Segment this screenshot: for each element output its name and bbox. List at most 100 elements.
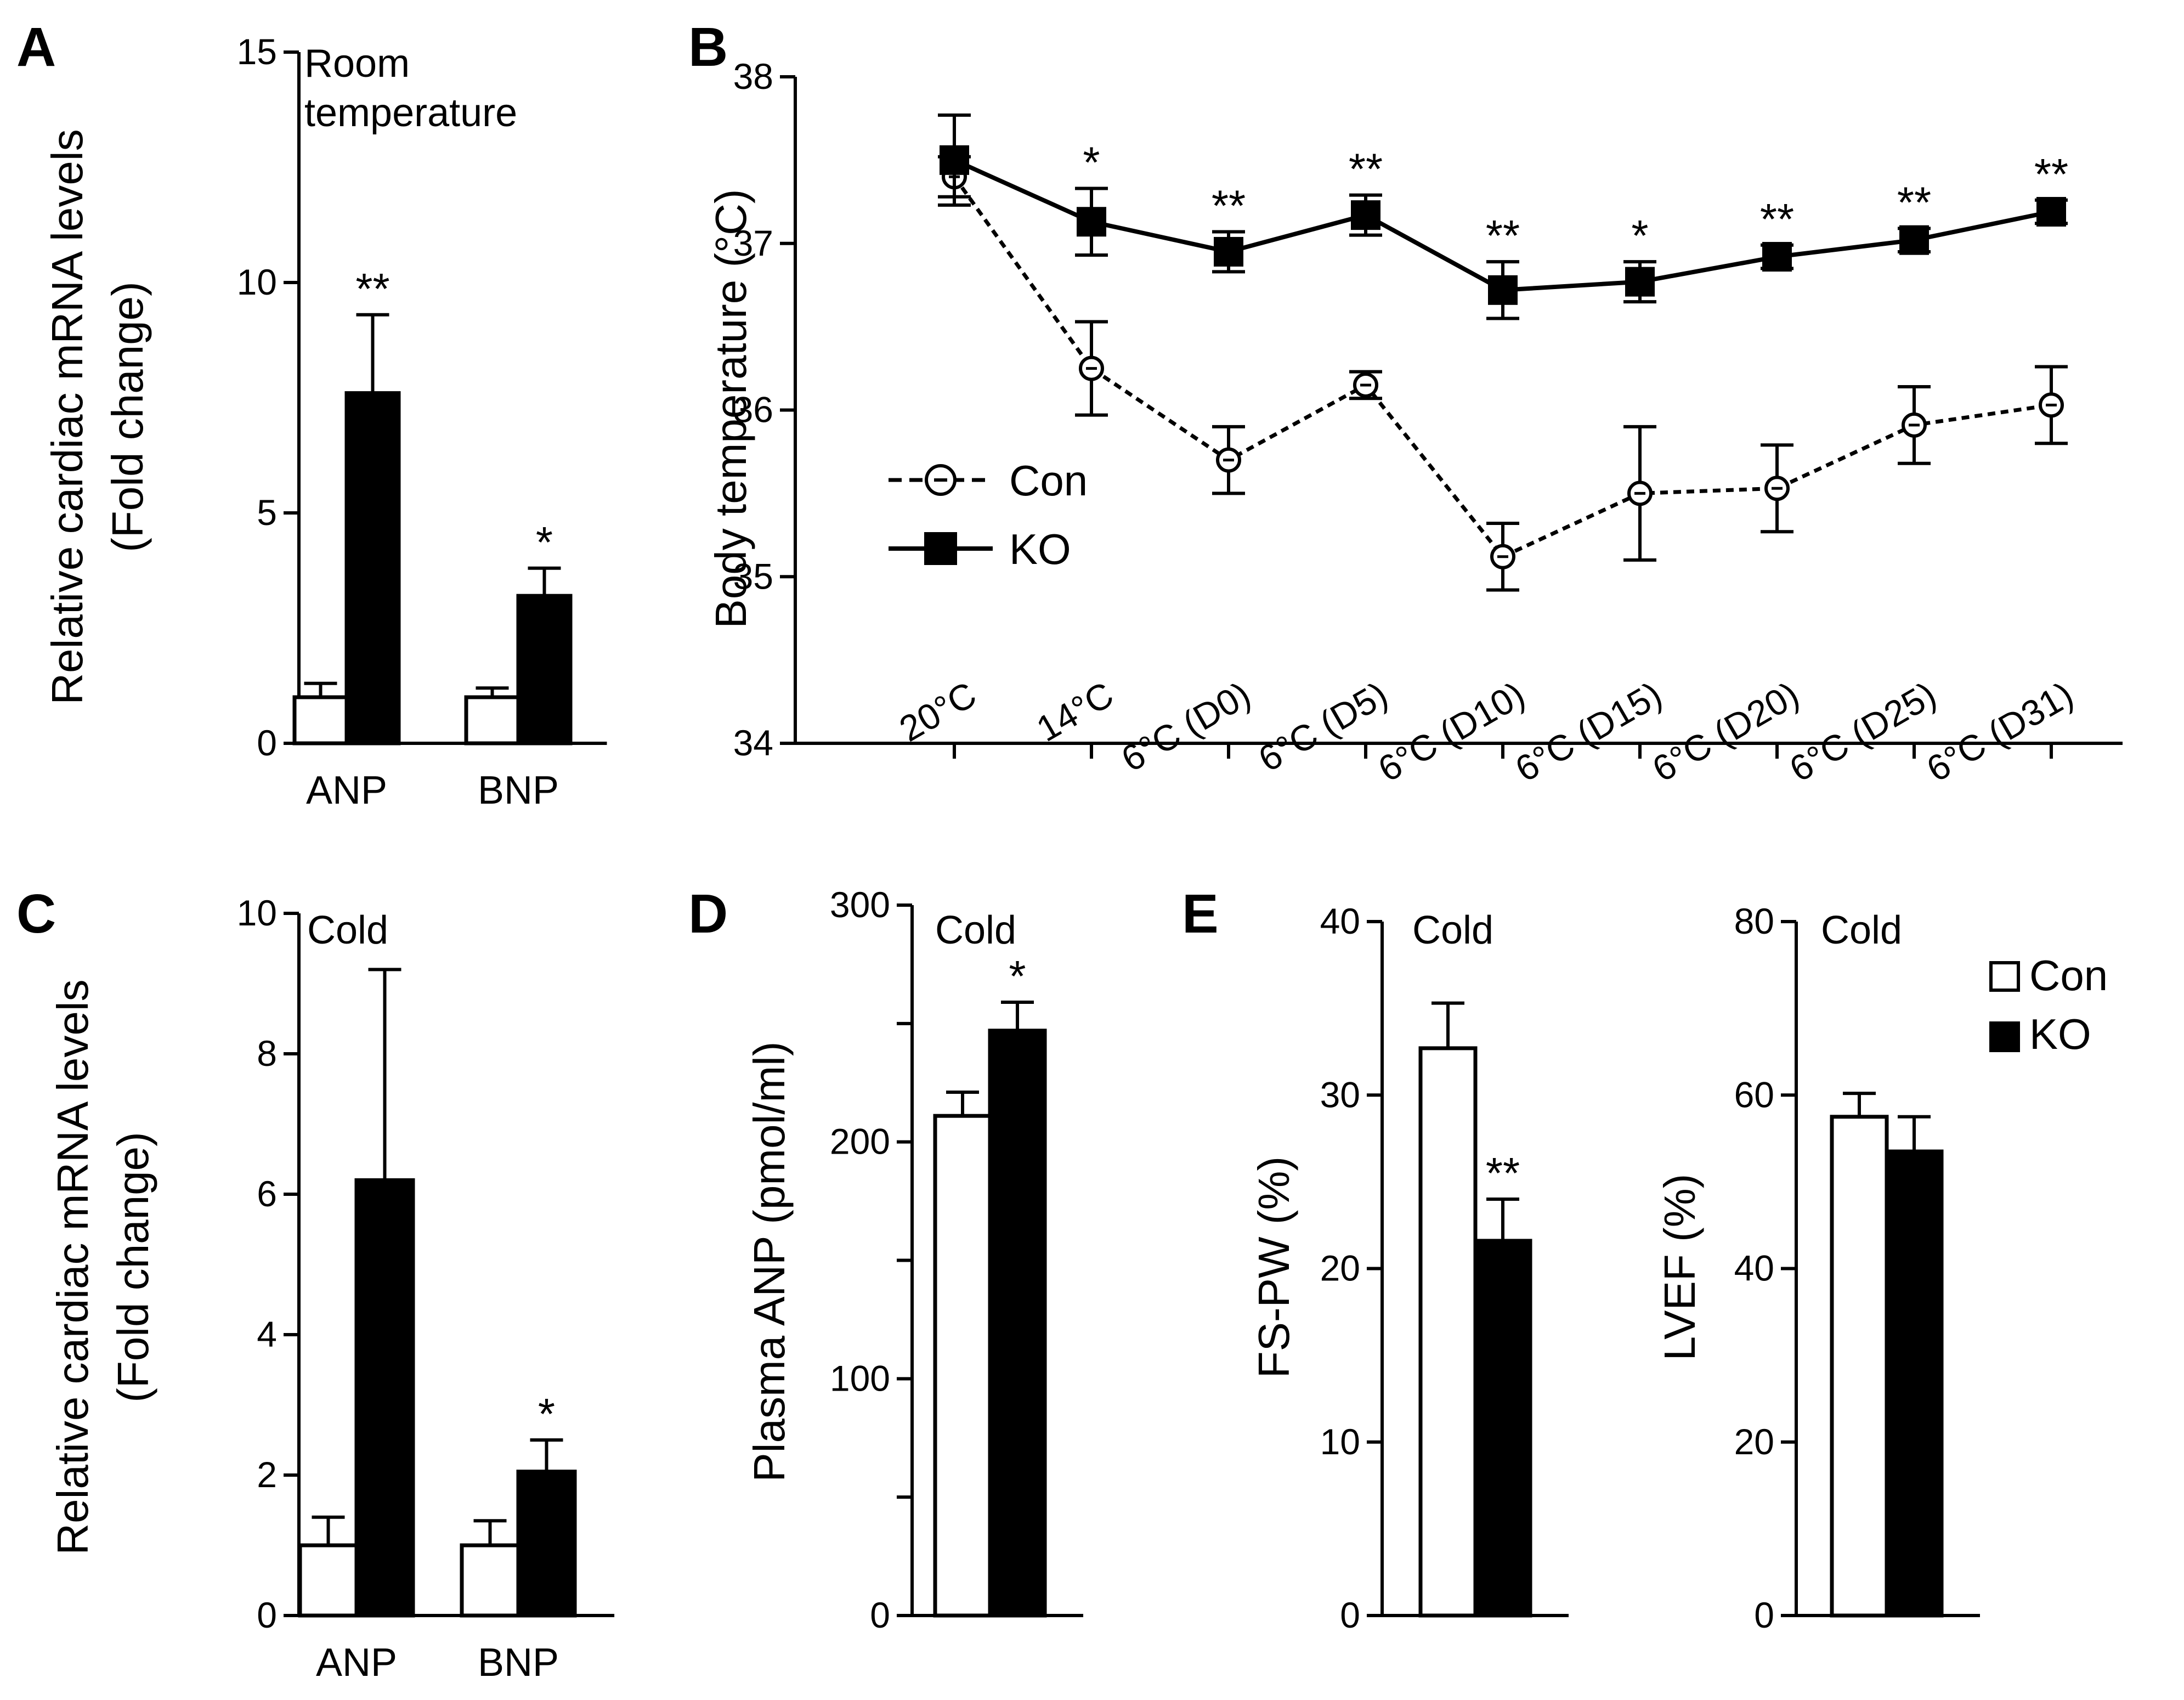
x-tick-label: 6°C (D10): [1371, 674, 1531, 789]
y-tick-label: 4: [257, 1314, 277, 1354]
significance-marker: **: [1486, 1149, 1520, 1198]
data-point-ko: [1214, 236, 1243, 267]
bar-con-anp: [298, 1543, 359, 1618]
series-line-con: [953, 176, 2052, 560]
panel-letter: C: [16, 883, 56, 945]
y-tick-label: 10: [237, 262, 277, 302]
y-axis-title: (Fold change): [103, 281, 152, 552]
y-tick-label: 20: [1320, 1248, 1360, 1289]
x-category-label: ANP: [306, 769, 387, 812]
bar-ko-bnp: [516, 1470, 577, 1618]
y-axis-title: Plasma ANP (pmol/ml): [745, 1041, 794, 1482]
significance-marker: **: [1760, 195, 1794, 244]
y-axis-title: Body temperature (°C): [706, 189, 755, 628]
significance-marker: *: [536, 518, 553, 567]
panel-letter: A: [16, 16, 56, 78]
data-point-ko: [1077, 207, 1106, 237]
x-category-label: BNP: [478, 769, 559, 812]
significance-marker: *: [538, 1390, 555, 1438]
y-axis-title: FS-PW (%): [1249, 1156, 1298, 1378]
x-tick-label: 6°C (D25): [1783, 674, 1943, 789]
bar-ko-bnp: [516, 594, 573, 745]
x-tick-label: 20°C: [892, 674, 983, 749]
x-category-label: ANP: [316, 1641, 397, 1685]
significance-marker: **: [355, 264, 389, 313]
x-tick-label: 6°C (D15): [1508, 674, 1668, 789]
data-point-ko: [2036, 197, 2066, 227]
data-point-ko: [1625, 267, 1655, 297]
data-point-ko: [1351, 200, 1380, 230]
y-tick-label: 40: [1320, 901, 1360, 941]
legend-label-con: Con: [2029, 951, 2108, 999]
bar-con-value: [933, 1114, 992, 1618]
y-tick-label: 10: [1320, 1421, 1360, 1462]
inset-label: Room: [304, 42, 410, 86]
y-axis-title: Relative cardiac mRNA levels: [48, 979, 97, 1555]
y-tick-label: 36: [733, 389, 773, 430]
bar-ko-value: [1473, 1239, 1532, 1618]
inset-label: Cold: [935, 908, 1016, 952]
data-point-ko: [1899, 225, 1929, 255]
bar-ko-anp: [344, 391, 401, 745]
y-tick-label: 300: [830, 884, 890, 925]
y-tick-label: 0: [257, 1595, 277, 1635]
x-tick-label: 6°C (D20): [1645, 674, 1806, 789]
significance-marker: **: [1897, 178, 1931, 227]
y-tick-label: 2: [257, 1454, 277, 1495]
bar-ko-anp: [354, 1178, 415, 1618]
y-tick-label: 40: [1734, 1248, 1774, 1289]
y-tick-label: 0: [870, 1595, 890, 1635]
x-tick-label: 6°C (D5): [1252, 674, 1394, 780]
y-axis-title: (Fold change): [109, 1132, 157, 1403]
x-category-label: BNP: [478, 1641, 559, 1685]
significance-marker: *: [1631, 211, 1648, 260]
y-tick-label: 20: [1734, 1421, 1774, 1462]
legend-label-ko: KO: [1009, 525, 1071, 573]
y-tick-label: 0: [1754, 1595, 1774, 1635]
legend-marker-ko: [924, 532, 957, 565]
y-tick-label: 6: [257, 1173, 277, 1214]
legend-label-con: Con: [1009, 456, 1088, 505]
bar-ko-value: [988, 1029, 1047, 1618]
y-tick-label: 0: [257, 722, 277, 763]
significance-marker: **: [1349, 145, 1383, 194]
data-point-ko: [1762, 242, 1792, 272]
bar-con-bnp: [464, 695, 520, 745]
bar-con-value: [1418, 1046, 1478, 1618]
y-tick-label: 38: [733, 56, 773, 97]
y-tick-label: 5: [257, 492, 277, 533]
bar-con-anp: [292, 695, 349, 745]
panel-letter: B: [688, 16, 728, 78]
x-tick-label: 6°C (D31): [1920, 674, 2080, 789]
inset-label: Cold: [307, 908, 388, 952]
y-axis-title: LVEF (%): [1655, 1174, 1704, 1361]
y-tick-label: 200: [830, 1121, 890, 1162]
y-tick-label: 80: [1734, 901, 1774, 941]
y-tick-label: 60: [1734, 1074, 1774, 1115]
x-tick-label: 6°C (D0): [1114, 674, 1257, 780]
bar-ko-value: [1885, 1149, 1944, 1618]
inset-label: Cold: [1821, 908, 1902, 952]
x-tick-label: 14°C: [1029, 674, 1120, 749]
data-point-ko: [940, 145, 969, 175]
significance-marker: *: [1009, 952, 1026, 1001]
data-point-ko: [1488, 275, 1518, 305]
panel-letter: D: [688, 883, 728, 945]
y-tick-label: 37: [733, 223, 773, 263]
legend-swatch-ko: [1989, 1021, 2020, 1052]
y-tick-label: 0: [1340, 1595, 1360, 1635]
bar-con-value: [1830, 1115, 1889, 1618]
significance-marker: **: [1212, 181, 1246, 230]
y-tick-label: 100: [830, 1358, 890, 1398]
y-tick-label: 10: [237, 893, 277, 933]
significance-marker: **: [1486, 211, 1520, 260]
bar-con-bnp: [460, 1543, 520, 1618]
y-tick-label: 34: [733, 722, 773, 763]
significance-marker: **: [2034, 150, 2068, 199]
significance-marker: *: [1083, 138, 1100, 187]
y-tick-label: 35: [733, 556, 773, 596]
panel-letter: E: [1182, 883, 1219, 945]
inset-label: temperature: [304, 91, 517, 135]
